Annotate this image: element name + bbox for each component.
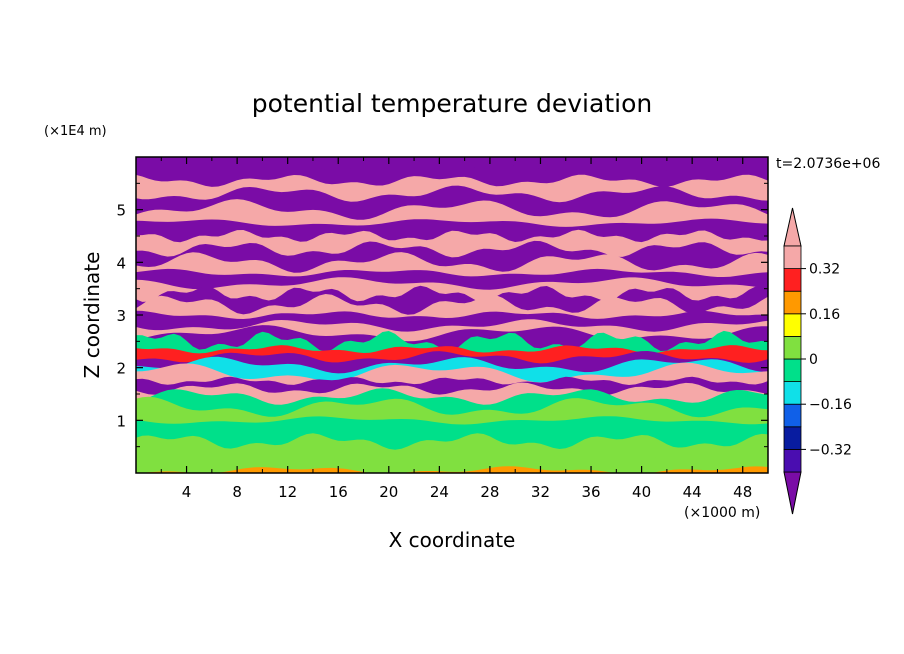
x-tick-label: 8 xyxy=(232,483,242,501)
colorbar-extend-min xyxy=(783,471,802,515)
colorbar-swatch xyxy=(783,426,802,450)
y-tick-label: 2 xyxy=(116,360,126,378)
y-axis-ticks: 1 2 3 4 5 xyxy=(116,182,768,448)
x-tick-label: 16 xyxy=(329,483,348,501)
colorbar-label: −0.32 xyxy=(809,442,852,458)
contour-field xyxy=(136,157,768,473)
x-tick-label: 40 xyxy=(632,483,651,501)
chart-title: potential temperature deviation xyxy=(252,89,652,118)
x-unit-label: (×1000 m) xyxy=(684,505,760,521)
colorbar-swatch xyxy=(783,448,802,473)
colorbar-label: 0 xyxy=(809,352,818,368)
x-tick-label: 24 xyxy=(430,483,449,501)
contour-band xyxy=(136,466,768,473)
colorbar: −0.32 −0.16 0 0.16 0.32 xyxy=(783,207,852,515)
y-tick-label: 3 xyxy=(116,307,126,325)
contour-band xyxy=(136,447,768,473)
x-tick-label: 28 xyxy=(480,483,499,501)
colorbar-label: −0.16 xyxy=(809,397,852,413)
colorbar-extend-max xyxy=(783,207,802,247)
y-tick-label: 5 xyxy=(116,202,126,220)
colorbar-swatch xyxy=(783,335,802,360)
x-tick-label: 36 xyxy=(581,483,600,501)
colorbar-swatch xyxy=(783,358,802,383)
x-axis-label: X coordinate xyxy=(389,528,516,552)
x-tick-label: 4 xyxy=(182,483,192,501)
x-tick-label: 32 xyxy=(531,483,550,501)
x-tick-label: 20 xyxy=(379,483,398,501)
colorbar-swatch xyxy=(783,290,802,315)
x-axis-ticks: 4 8 12 16 20 24 28 32 36 40 44 48 xyxy=(160,157,752,501)
y-unit-label: (×1E4 m) xyxy=(44,124,107,139)
y-axis-label: Z coordinate xyxy=(80,252,104,379)
x-tick-label: 44 xyxy=(683,483,702,501)
colorbar-swatch xyxy=(783,313,802,337)
colorbar-swatch xyxy=(783,268,802,292)
colorbar-swatch xyxy=(783,245,802,270)
x-tick-label: 48 xyxy=(733,483,752,501)
y-tick-label: 4 xyxy=(116,254,126,272)
colorbar-label: 0.32 xyxy=(809,262,840,278)
x-tick-label: 12 xyxy=(278,483,297,501)
y-tick-label: 1 xyxy=(116,412,126,430)
colorbar-label: 0.16 xyxy=(809,307,840,323)
colorbar-swatch xyxy=(783,403,802,428)
colorbar-swatch xyxy=(783,381,802,405)
time-label: t=2.0736e+06 xyxy=(776,156,880,172)
